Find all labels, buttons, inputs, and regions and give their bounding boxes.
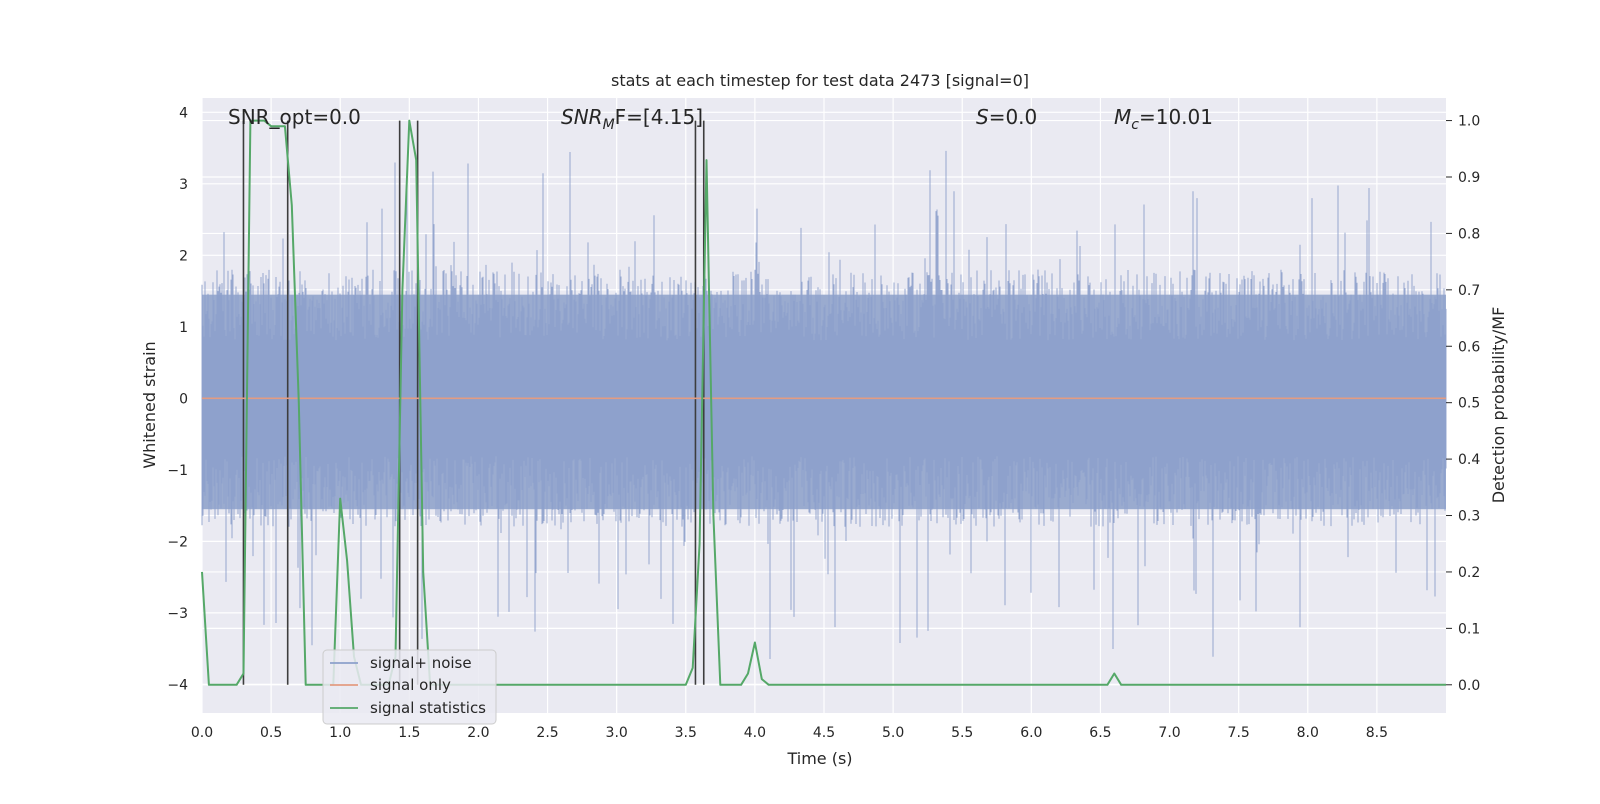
x-tick-label: 3.0 — [606, 725, 628, 741]
x-tick-label: 5.5 — [951, 725, 973, 741]
annotation-mc-rest: =10.01 — [1139, 105, 1213, 129]
x-tick-label: 2.0 — [467, 725, 489, 741]
x-tick-label: 3.5 — [675, 725, 697, 741]
annotation-s-main: S — [976, 105, 989, 129]
y2-tick-label: 0.8 — [1458, 226, 1480, 242]
y2-tick-label: 0.7 — [1458, 283, 1480, 299]
x-tick-label: 1.5 — [398, 725, 420, 741]
y2-axis-label: Detection probability/MF — [1489, 307, 1508, 504]
y-tick-label: 4 — [179, 105, 188, 121]
y2-tick-label: 0.0 — [1458, 678, 1480, 694]
x-tick-label: 5.0 — [882, 725, 904, 741]
x-tick-label: 6.5 — [1089, 725, 1111, 741]
annotation-snr-mf-main: SNR — [561, 105, 603, 129]
y-tick-label: −3 — [167, 606, 188, 622]
x-tick-label: 4.5 — [813, 725, 835, 741]
y-tick-label: 2 — [179, 248, 188, 264]
x-tick-label: 6.0 — [1020, 725, 1042, 741]
legend: signal+ noise signal only signal statist… — [322, 649, 497, 725]
y2-tick-label: 0.9 — [1458, 170, 1480, 186]
y2-tick-label: 0.4 — [1458, 452, 1480, 468]
legend-label-noise: signal+ noise — [370, 654, 472, 672]
y2-tick-label: 0.5 — [1458, 396, 1480, 412]
legend-box — [322, 649, 497, 725]
x-tick-label: 7.0 — [1158, 725, 1180, 741]
annotation-s-rest: =0.0 — [989, 105, 1038, 129]
x-tick-label: 8.0 — [1297, 725, 1319, 741]
y-tick-label: 3 — [179, 177, 188, 193]
y-tick-label: −4 — [167, 677, 188, 693]
legend-label-stats: signal statistics — [370, 699, 486, 717]
y2-tick-label: 0.3 — [1458, 509, 1480, 525]
x-tick-label: 2.5 — [536, 725, 558, 741]
x-tick-label: 4.0 — [744, 725, 766, 741]
y2-tick-label: 0.6 — [1458, 339, 1480, 355]
annotation-mc-sub: c — [1131, 117, 1139, 133]
noise-series — [201, 150, 1447, 659]
x-tick-label: 0.0 — [191, 725, 213, 741]
y2-tick-label: 0.1 — [1458, 621, 1480, 637]
annotation-snr-mf-sub: M — [603, 117, 615, 133]
annotation-snr-opt: SNR_opt=0.0 — [228, 105, 361, 129]
x-tick-label: 7.5 — [1228, 725, 1250, 741]
tick-labels: 0.0 0.5 1.0 1.5 2.0 2.5 3.0 3.5 4.0 4.5 5.0 5.5 6.0 6… — [167, 105, 1480, 741]
annotation-snr-mf: SNRMF=[4.15] — [561, 105, 703, 133]
x-tick-label: 0.5 — [260, 725, 282, 741]
y-tick-label: −2 — [167, 534, 188, 550]
annotation-mc-main: M — [1114, 105, 1131, 129]
noise-trace — [201, 150, 1447, 659]
y-axis-label: Whitened strain — [140, 341, 159, 468]
x-tick-label: 1.0 — [329, 725, 351, 741]
y2-tick-label: 1.0 — [1458, 114, 1480, 130]
y2-tick-label: 0.2 — [1458, 565, 1480, 581]
chart-title: stats at each timestep for test data 247… — [611, 71, 1029, 90]
annotation-snr-mf-rest: F=[4.15] — [615, 105, 703, 129]
y-tick-label: −1 — [167, 463, 188, 479]
y-tick-label: 0 — [179, 391, 188, 407]
annotation-mc: Mc=10.01 — [1114, 105, 1213, 133]
legend-label-signal: signal only — [370, 676, 451, 694]
x-axis-label: Time (s) — [786, 749, 852, 768]
y-tick-label: 1 — [179, 320, 188, 336]
annotation-s: S=0.0 — [976, 105, 1037, 129]
x-tick-label: 8.5 — [1366, 725, 1388, 741]
